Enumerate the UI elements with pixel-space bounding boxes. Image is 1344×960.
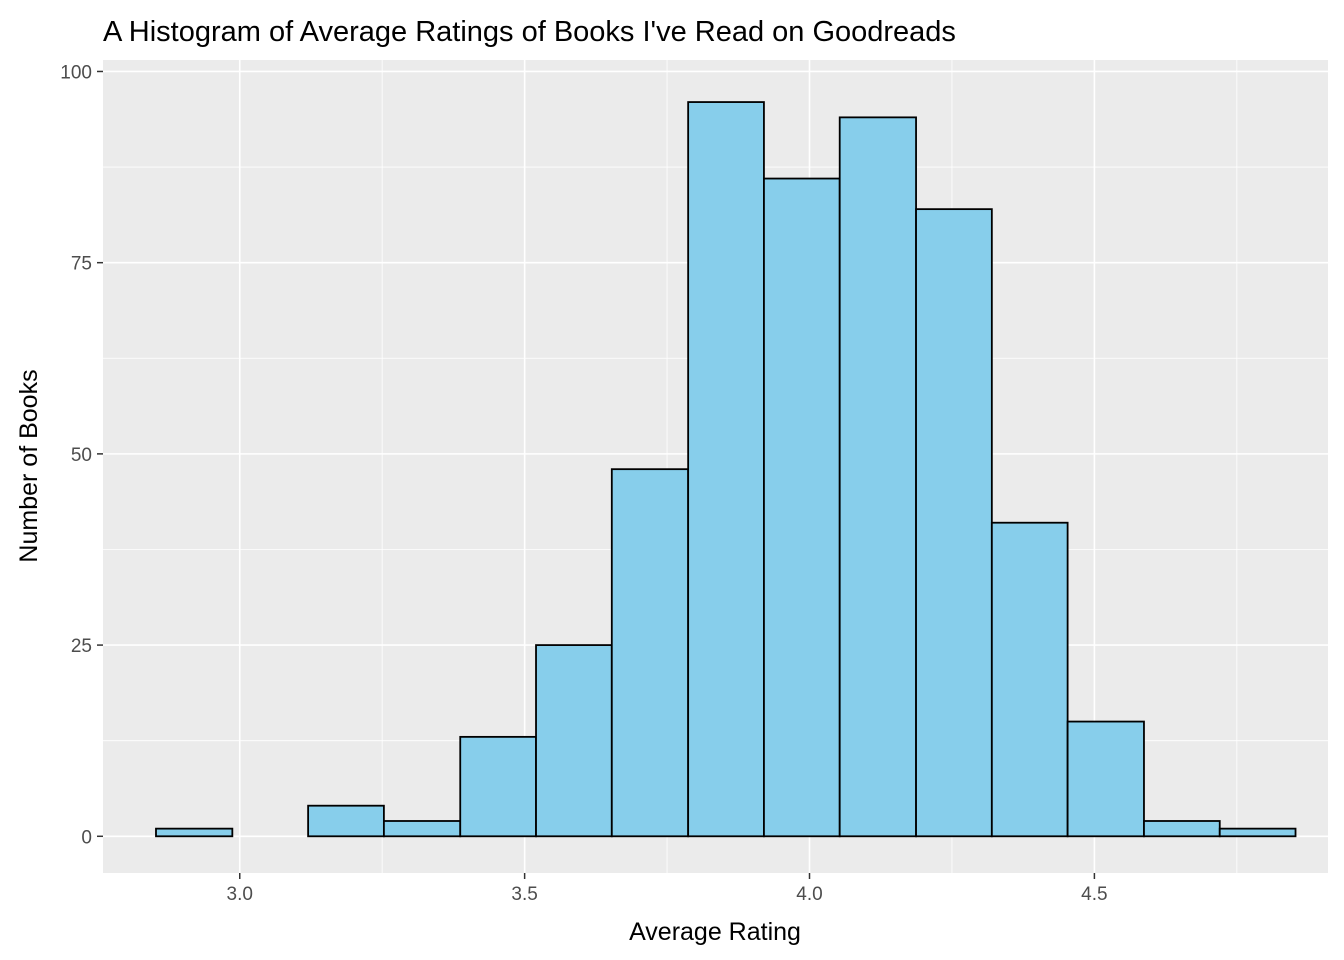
x-axis-ticks: 3.0 3.5 4.0 4.5 (227, 873, 1108, 905)
histogram-bar (687, 101, 765, 838)
histogram-bar (459, 735, 537, 838)
histogram-bar (382, 820, 462, 838)
y-tick-label: 100 (60, 62, 92, 83)
histogram-bars (155, 101, 1297, 838)
y-tick-label: 50 (71, 445, 92, 466)
y-axis-ticks: 0 25 50 75 100 (60, 62, 103, 848)
histogram-bar (1066, 720, 1145, 838)
y-tick-label: 0 (81, 827, 92, 848)
x-axis-title: Average Rating (629, 918, 801, 946)
histogram-bar (763, 177, 841, 838)
chart-title: A Histogram of Average Ratings of Books … (103, 16, 956, 48)
histogram-bar (915, 208, 993, 838)
y-axis-title: Number of Books (15, 369, 43, 562)
y-tick-label: 75 (71, 254, 92, 275)
x-tick-label: 3.0 (227, 884, 253, 905)
histogram-bar (1218, 827, 1297, 838)
histogram-bar (155, 827, 234, 838)
y-tick-label: 25 (71, 636, 92, 657)
histogram-bar (1143, 820, 1221, 838)
histogram-bar (990, 521, 1069, 838)
x-tick-label: 3.5 (511, 884, 537, 905)
histogram-bar (610, 468, 690, 838)
x-tick-label: 4.0 (796, 884, 822, 905)
histogram-bar (838, 116, 917, 838)
histogram-bar (535, 644, 613, 838)
histogram-bar (307, 804, 385, 838)
x-tick-label: 4.5 (1081, 884, 1107, 905)
